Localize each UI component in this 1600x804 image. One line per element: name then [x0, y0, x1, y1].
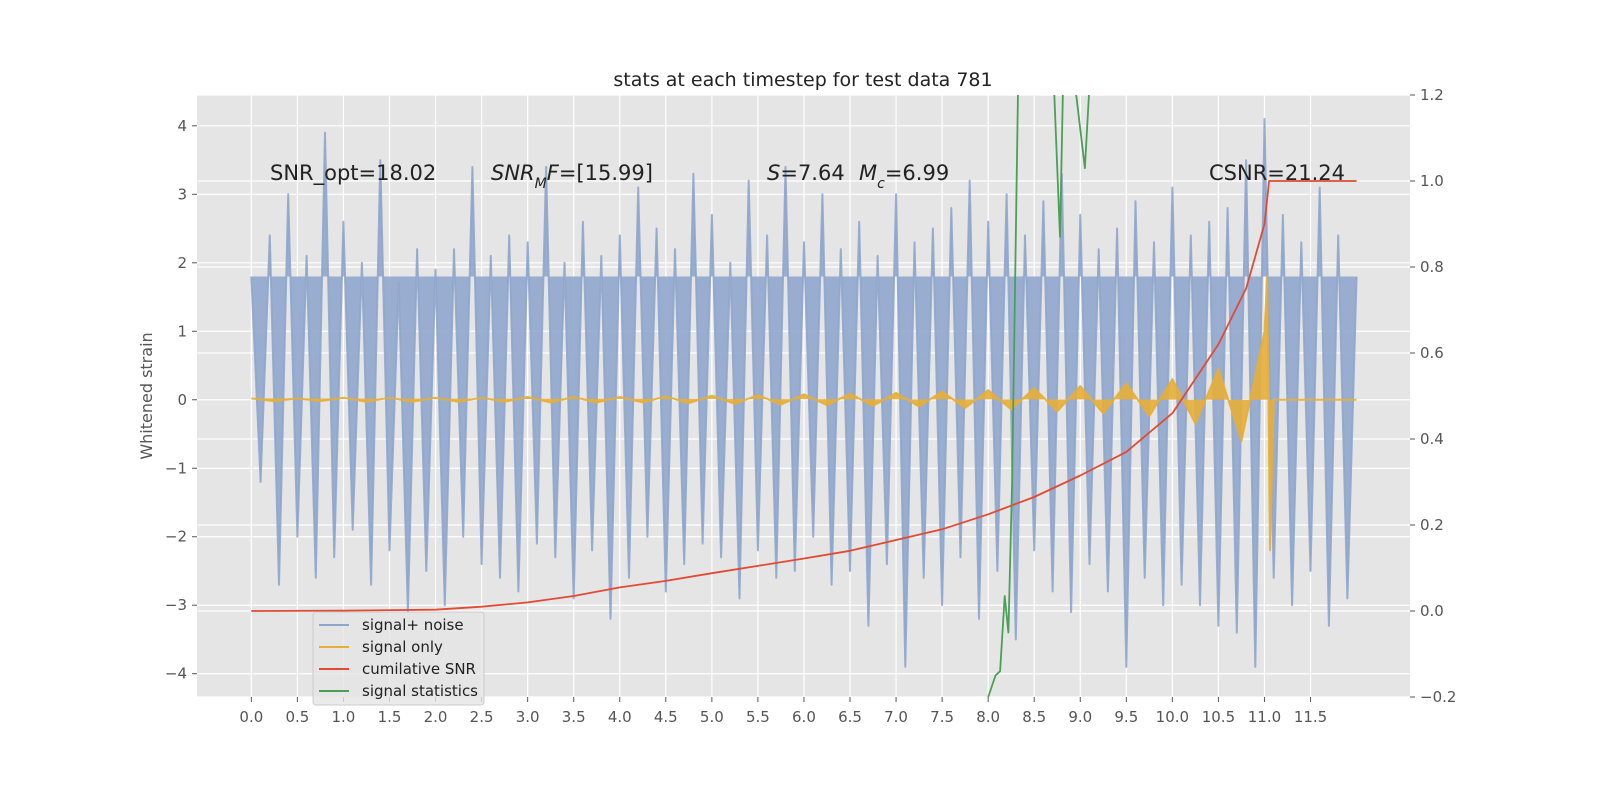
x-tick-label: 10.5 [1202, 708, 1235, 726]
annotation: CSNR=21.24 [1209, 161, 1345, 185]
x-tick-label: 5.0 [700, 708, 724, 726]
y-tick-label: −3 [165, 596, 187, 614]
x-tick-label: 1.5 [378, 708, 402, 726]
y-tick-label: −2 [165, 528, 187, 546]
x-tick-label: 7.0 [884, 708, 908, 726]
y-tick-label: −1 [165, 459, 187, 477]
y2-tick-label: 0.4 [1420, 430, 1444, 448]
x-tick-label: 0.5 [285, 708, 309, 726]
legend-label: signal+ noise [362, 616, 464, 634]
y-tick-label: 0 [177, 391, 187, 409]
annotation-part: M [859, 161, 877, 185]
series-line [987, 95, 1090, 697]
annotation-part: S [767, 161, 780, 185]
y2-tick-label: 0.8 [1420, 258, 1444, 276]
annotation: SNRMF=[15.99] [491, 161, 653, 192]
annotation-part: SNR [491, 161, 535, 185]
annotation-part: CSNR=21.24 [1209, 161, 1345, 185]
x-tick-label: 8.0 [976, 708, 1000, 726]
x-tick-label: 11.0 [1248, 708, 1281, 726]
x-tick-label: 2.0 [424, 708, 448, 726]
annotation: SNR_opt=18.02 [270, 161, 436, 186]
series-line [251, 180, 1357, 612]
annotation-part: M [535, 176, 547, 192]
x-tick-label: 10.0 [1156, 708, 1189, 726]
y-tick-label: 1 [177, 322, 187, 340]
annotation: S=7.64 [767, 161, 845, 185]
y-axis-label: Whitened strain [137, 332, 156, 459]
x-tick-label: 9.0 [1068, 708, 1092, 726]
y-tick-label: −4 [165, 665, 187, 683]
plot-lines [250, 95, 1358, 697]
x-tick-label: 2.5 [470, 708, 494, 726]
x-tick-label: 7.5 [930, 708, 954, 726]
y-tick-label: 3 [177, 185, 187, 203]
annotation-part: =6.99 [885, 161, 949, 185]
annotation-part: F [547, 161, 560, 185]
annotation-part: =7.64 [780, 161, 844, 185]
y2-tick-label: 0.6 [1420, 344, 1444, 362]
legend-label: signal statistics [362, 682, 478, 700]
series-band [251, 119, 1357, 667]
x-tick-label: 0.0 [239, 708, 263, 726]
annotation-part: =[15.99] [559, 161, 653, 185]
y2-tick-label: −0.2 [1420, 688, 1456, 706]
annotation: Mc=6.99 [859, 161, 949, 192]
legend-label: signal only [362, 638, 443, 656]
x-tick-label: 6.5 [838, 708, 862, 726]
x-tick-label: 5.5 [746, 708, 770, 726]
y2-tick-label: 1.0 [1420, 172, 1444, 190]
annotation-part: SNR_opt=18.02 [270, 161, 436, 186]
x-tick-label: 4.5 [654, 708, 678, 726]
y2-tick-label: 0.0 [1420, 602, 1444, 620]
x-tick-label: 11.5 [1294, 708, 1327, 726]
x-tick-label: 4.0 [608, 708, 632, 726]
legend-box [312, 611, 485, 706]
x-tick-label: 1.0 [332, 708, 356, 726]
y2-tick-label: 0.2 [1420, 516, 1444, 534]
x-tick-label: 8.5 [1022, 708, 1046, 726]
x-tick-label: 3.5 [562, 708, 586, 726]
x-tick-label: 6.0 [792, 708, 816, 726]
y-tick-label: 4 [177, 117, 187, 135]
legend-label: cumilative SNR [362, 660, 476, 678]
y2-tick-label: 1.2 [1420, 86, 1444, 104]
annotation-part: c [877, 176, 885, 192]
x-tick-label: 9.5 [1114, 708, 1138, 726]
y-tick-label: 2 [177, 254, 187, 272]
x-tick-label: 3.0 [516, 708, 540, 726]
chart-title: stats at each timestep for test data 781 [613, 69, 992, 91]
